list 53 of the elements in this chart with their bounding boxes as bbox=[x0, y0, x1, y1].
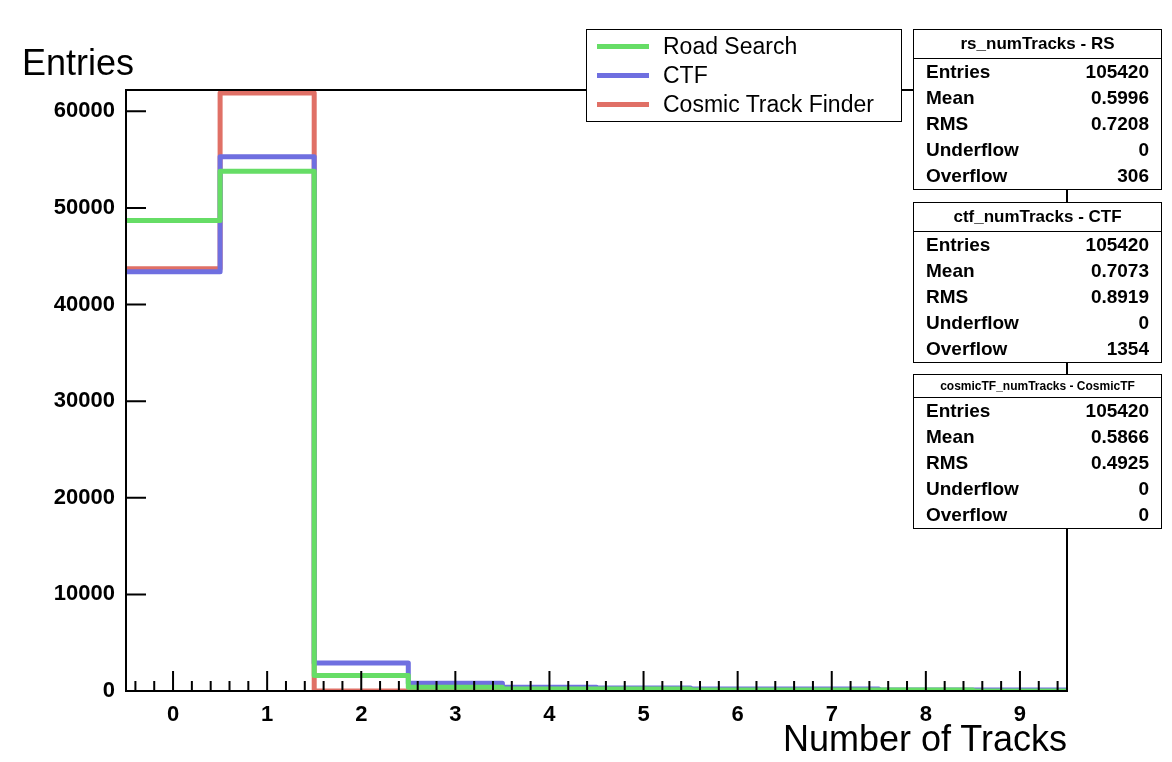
annotation: Overflow bbox=[926, 338, 1008, 360]
text: 0 bbox=[1138, 139, 1149, 161]
x-tick-label: 8 bbox=[919, 701, 932, 727]
y-tick-label: 40000 bbox=[53, 290, 115, 316]
text: 0.7208 bbox=[1090, 113, 1149, 135]
annotation: Underflow bbox=[926, 478, 1019, 500]
y-tick-label: 60000 bbox=[53, 97, 115, 123]
text: 306 bbox=[1117, 165, 1149, 187]
annotation: Underflow bbox=[926, 139, 1019, 161]
annotation: Overflow bbox=[926, 504, 1008, 526]
x-tick-label: 3 bbox=[449, 701, 462, 727]
y-tick-label: 30000 bbox=[53, 387, 115, 413]
y-axis-title: Entries bbox=[22, 42, 135, 84]
text: 105420 bbox=[1085, 61, 1149, 83]
legend-label: Road Search bbox=[663, 33, 798, 60]
annotation: Mean bbox=[926, 87, 975, 109]
text: cosmicTF_numTracks - CosmicTF bbox=[914, 375, 1161, 398]
annotation: RMS bbox=[926, 286, 969, 308]
text: 0.8919 bbox=[1090, 286, 1149, 308]
x-tick-label: 9 bbox=[1013, 701, 1027, 727]
annotation: Mean bbox=[926, 426, 975, 448]
text: rs_numTracks - RS bbox=[914, 30, 1161, 59]
legend-label: CTF bbox=[663, 62, 708, 89]
x-tick-label: 0 bbox=[166, 701, 180, 727]
text: 0.4925 bbox=[1090, 452, 1149, 474]
text: 0.7073 bbox=[1090, 260, 1149, 282]
text: Entries bbox=[926, 61, 991, 83]
text: 0.5996 bbox=[1090, 87, 1149, 109]
x-tick-label: 4 bbox=[543, 701, 557, 727]
text: 1354 bbox=[1106, 338, 1149, 360]
text: 105420 bbox=[1085, 234, 1149, 256]
text: 0.5866 bbox=[1090, 426, 1149, 448]
x-tick-label: 1 bbox=[261, 701, 274, 727]
y-tick-label: 50000 bbox=[53, 193, 115, 219]
annotation: Overflow bbox=[926, 165, 1008, 187]
y-tick-label: 10000 bbox=[53, 580, 115, 606]
annotation: RMS bbox=[926, 113, 969, 135]
x-tick-label: 5 bbox=[637, 701, 650, 727]
text: ctf_numTracks - CTF bbox=[914, 203, 1161, 232]
annotation: RMS bbox=[926, 452, 969, 474]
x-tick-label: 6 bbox=[731, 701, 744, 727]
annotation: Entries bbox=[926, 234, 991, 256]
annotation: Entries bbox=[926, 400, 991, 422]
annotation: Underflow bbox=[926, 312, 1019, 334]
text: 0 bbox=[1138, 312, 1149, 334]
x-tick-label: 2 bbox=[355, 701, 368, 727]
y-tick-label: 0 bbox=[102, 677, 115, 703]
annotation: Mean bbox=[926, 260, 975, 282]
y-tick-label: 20000 bbox=[53, 483, 115, 509]
text: 0 bbox=[1138, 504, 1149, 526]
text: 105420 bbox=[1085, 400, 1149, 422]
text: 0 bbox=[1138, 478, 1149, 500]
legend-label: Cosmic Track Finder bbox=[663, 91, 874, 118]
